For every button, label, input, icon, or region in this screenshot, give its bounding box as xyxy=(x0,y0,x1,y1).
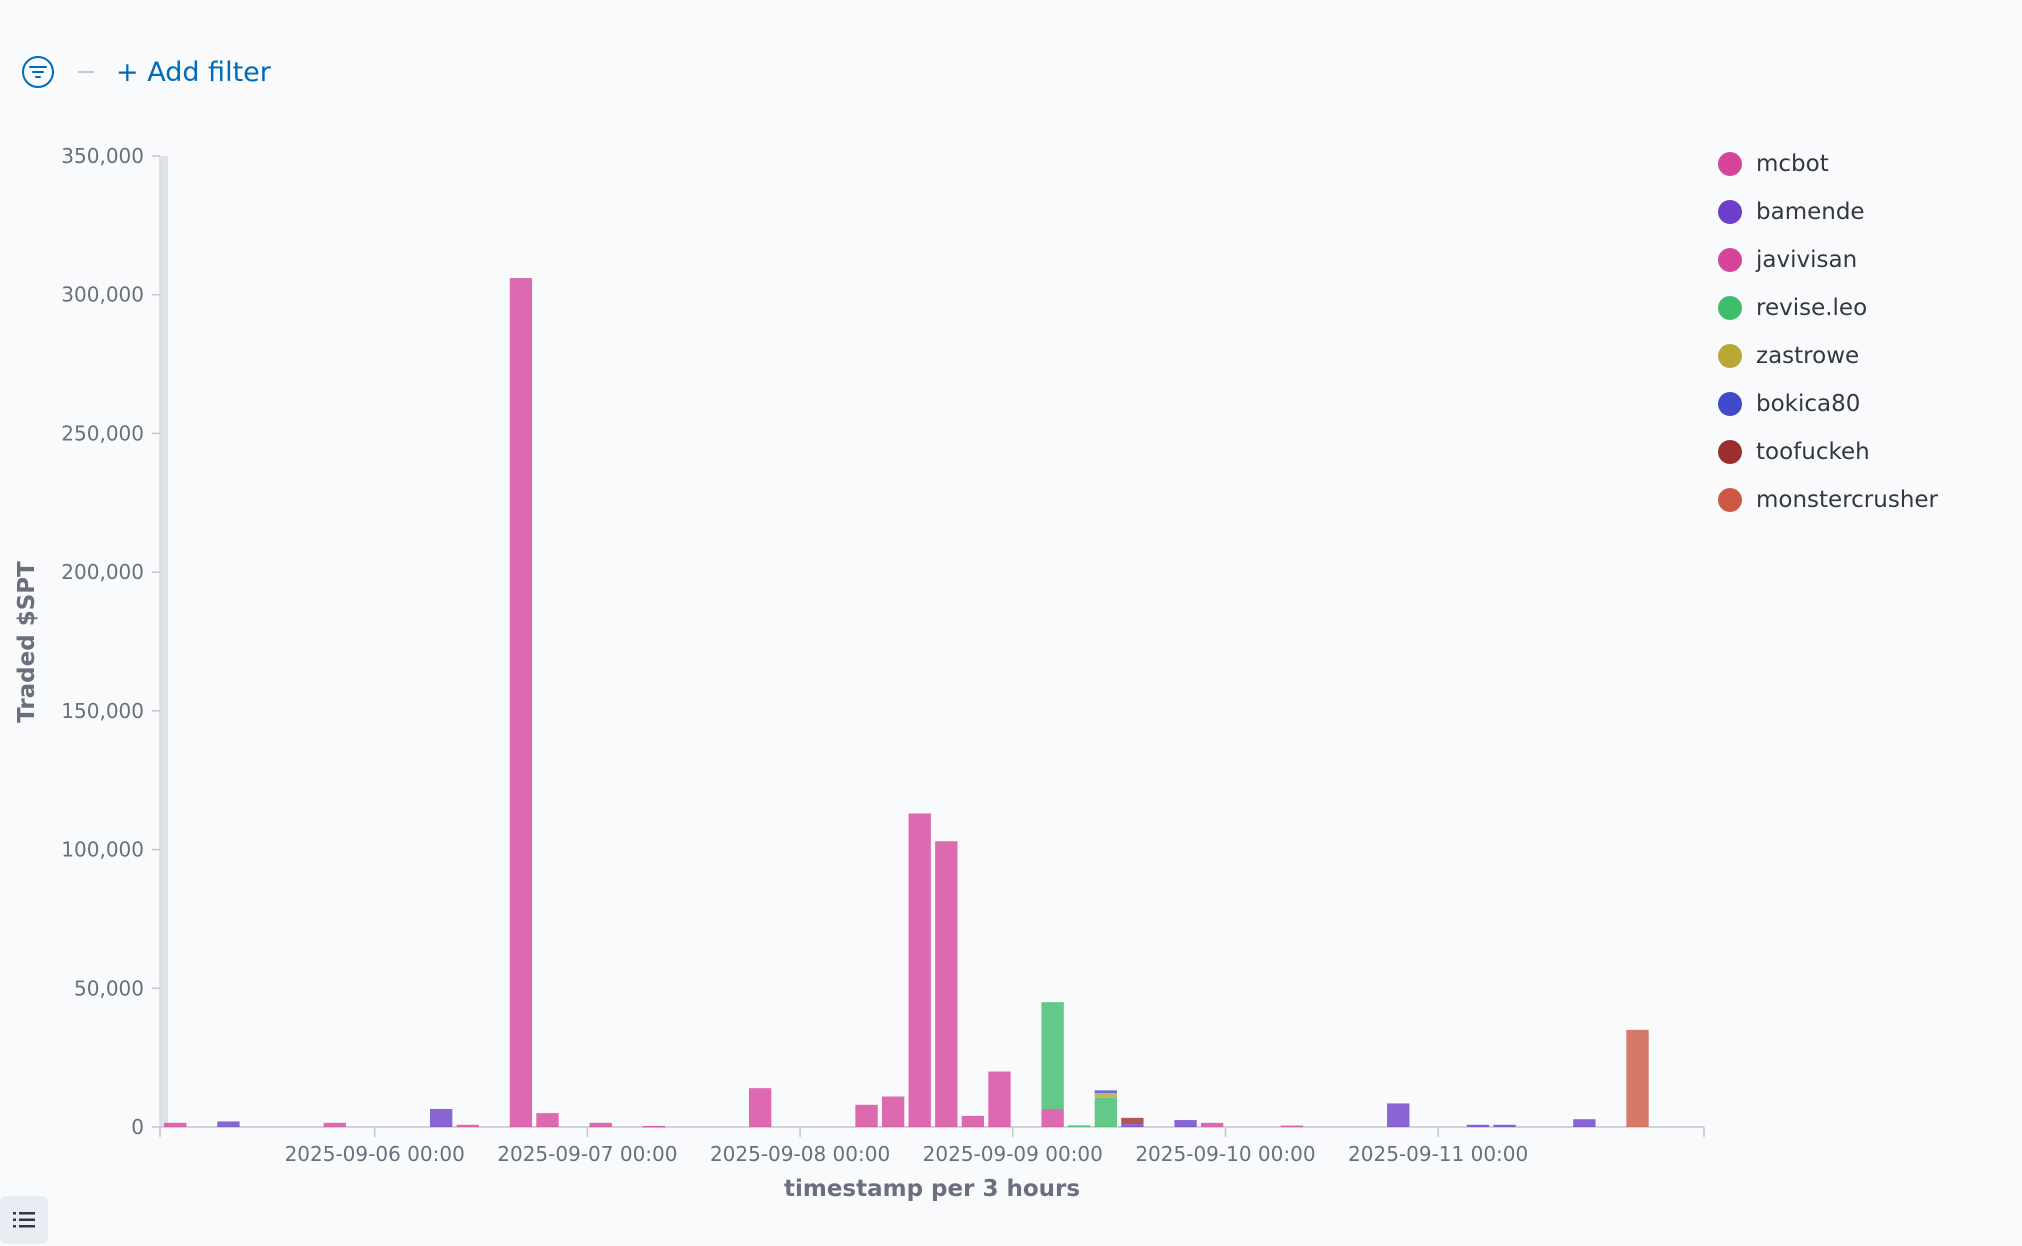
legend-item[interactable]: bamende xyxy=(1718,188,1938,236)
x-tick-label: 2025-09-06 00:00 xyxy=(285,1142,465,1166)
bar-segment-mcbot[interactable] xyxy=(589,1122,612,1127)
bar-segment-mcbot[interactable] xyxy=(456,1124,479,1127)
filter-separator xyxy=(78,71,94,73)
bar-segment-mcbot[interactable] xyxy=(961,1115,985,1127)
filter-bar: + Add filter xyxy=(22,52,271,92)
bar-segment-mcbot[interactable] xyxy=(881,1096,905,1127)
bar-chart: 0 50,000 100,000 150,000 200,000 250,000 300,0… xyxy=(14,144,1705,1202)
legend-label: bamende xyxy=(1756,199,1865,225)
bar-segment-javivisan[interactable] xyxy=(509,278,533,1072)
legend-toggle-button[interactable] xyxy=(0,1196,48,1244)
legend-item[interactable]: toofuckeh xyxy=(1718,428,1938,476)
legend-item[interactable]: mcbot xyxy=(1718,140,1938,188)
bar-segment-mcbot[interactable] xyxy=(509,1071,533,1127)
bar-segment-mcbot[interactable] xyxy=(935,841,958,1127)
legend-item[interactable]: bokica80 xyxy=(1718,380,1938,428)
legend-item[interactable]: monstercrusher xyxy=(1718,476,1938,524)
x-tick-label: 2025-09-11 00:00 xyxy=(1348,1142,1528,1166)
bar-segment-mcbot[interactable] xyxy=(908,813,931,1127)
bar-segment-monstercrusher[interactable] xyxy=(1626,1029,1649,1127)
y-axis-band xyxy=(160,156,168,1127)
y-tick-label: 250,000 xyxy=(61,421,144,445)
x-tick-label: 2025-09-10 00:00 xyxy=(1135,1142,1315,1166)
legend-label: revise.leo xyxy=(1756,295,1868,321)
y-tick-label: 350,000 xyxy=(61,144,144,168)
bar-segment-mcbot[interactable] xyxy=(749,1088,772,1127)
bar-segment-mcbot[interactable] xyxy=(1200,1122,1224,1127)
bar-segment-zastrowe[interactable] xyxy=(1094,1093,1117,1098)
legend-label: toofuckeh xyxy=(1756,439,1870,465)
legend-item[interactable]: zastrowe xyxy=(1718,332,1938,380)
bar-segment-mcbot[interactable] xyxy=(855,1104,878,1127)
y-tick-label: 300,000 xyxy=(61,283,144,307)
legend-label: mcbot xyxy=(1756,151,1829,177)
bar-segment-bamende[interactable] xyxy=(429,1108,453,1127)
legend-item[interactable]: revise.leo xyxy=(1718,284,1938,332)
bar-segment-revise-leo[interactable] xyxy=(1094,1097,1117,1127)
legend-label: monstercrusher xyxy=(1756,487,1939,513)
legend-dot-icon xyxy=(1718,200,1742,224)
bar-segment-mcbot[interactable] xyxy=(988,1071,1011,1127)
legend-dot-icon xyxy=(1718,488,1742,512)
legend-dot-icon xyxy=(1718,296,1742,320)
bar-segment-mcbot[interactable] xyxy=(642,1125,666,1128)
legend-item[interactable]: javivisan xyxy=(1718,236,1938,284)
bar-segment-revise-leo[interactable] xyxy=(1041,1002,1064,1109)
legend-dot-icon xyxy=(1718,344,1742,368)
bar-segment-mcbot[interactable] xyxy=(536,1113,559,1127)
bar-segment-bamende[interactable] xyxy=(1174,1120,1197,1127)
list-icon xyxy=(13,1212,35,1228)
filter-icon[interactable] xyxy=(22,56,54,88)
legend-dot-icon xyxy=(1718,248,1742,272)
legend-label: javivisan xyxy=(1756,247,1858,273)
x-axis: 2025-09-06 00:00 2025-09-07 00:00 2025-09-… xyxy=(159,1126,1705,1166)
y-tick-label: 150,000 xyxy=(61,699,144,723)
y-tick-label: 0 xyxy=(131,1115,144,1139)
x-tick-label: 2025-09-07 00:00 xyxy=(497,1142,677,1166)
y-tick-label: 50,000 xyxy=(74,976,144,1000)
bar-segment-toofuckeh[interactable] xyxy=(1121,1117,1144,1125)
y-tick-label: 100,000 xyxy=(61,838,144,862)
bar-segment-mcbot[interactable] xyxy=(323,1122,346,1127)
legend-label: zastrowe xyxy=(1756,343,1860,369)
bar-segment-bamende[interactable] xyxy=(1387,1103,1410,1127)
legend-label: bokica80 xyxy=(1756,391,1861,417)
y-axis-title: Traded $SPT xyxy=(14,561,40,723)
bar-segment-mcbot[interactable] xyxy=(1280,1125,1304,1128)
filter-lines-icon xyxy=(29,66,47,78)
bar-segment-bamende[interactable] xyxy=(1466,1124,1490,1127)
add-filter-button[interactable]: + Add filter xyxy=(116,56,271,88)
y-tick-label: 200,000 xyxy=(61,560,144,584)
bar-segment-bamende[interactable] xyxy=(1573,1119,1596,1127)
bar-segment-bamende[interactable] xyxy=(1493,1124,1516,1127)
bar-segment-mcbot[interactable] xyxy=(1041,1108,1064,1127)
bar-segment-bokica80[interactable] xyxy=(1094,1090,1117,1094)
legend: mcbot bamende javivisan revise.leo zastrowe b… xyxy=(1718,140,1938,524)
x-tick-label: 2025-09-08 00:00 xyxy=(710,1142,890,1166)
legend-dot-icon xyxy=(1718,392,1742,416)
x-tick-label: 2025-09-09 00:00 xyxy=(923,1142,1103,1166)
y-axis: 0 50,000 100,000 150,000 200,000 250,000 300,0… xyxy=(61,144,168,1139)
bar-segment-bamende[interactable] xyxy=(217,1121,240,1127)
bar-segment-mcbot[interactable] xyxy=(164,1122,187,1127)
bar-segment-revise-leo[interactable] xyxy=(1068,1125,1091,1127)
legend-dot-icon xyxy=(1718,152,1742,176)
legend-dot-icon xyxy=(1718,440,1742,464)
bars-group xyxy=(164,278,1649,1128)
x-axis-title: timestamp per 3 hours xyxy=(784,1176,1080,1202)
bar-segment-bamende[interactable] xyxy=(1121,1124,1144,1127)
